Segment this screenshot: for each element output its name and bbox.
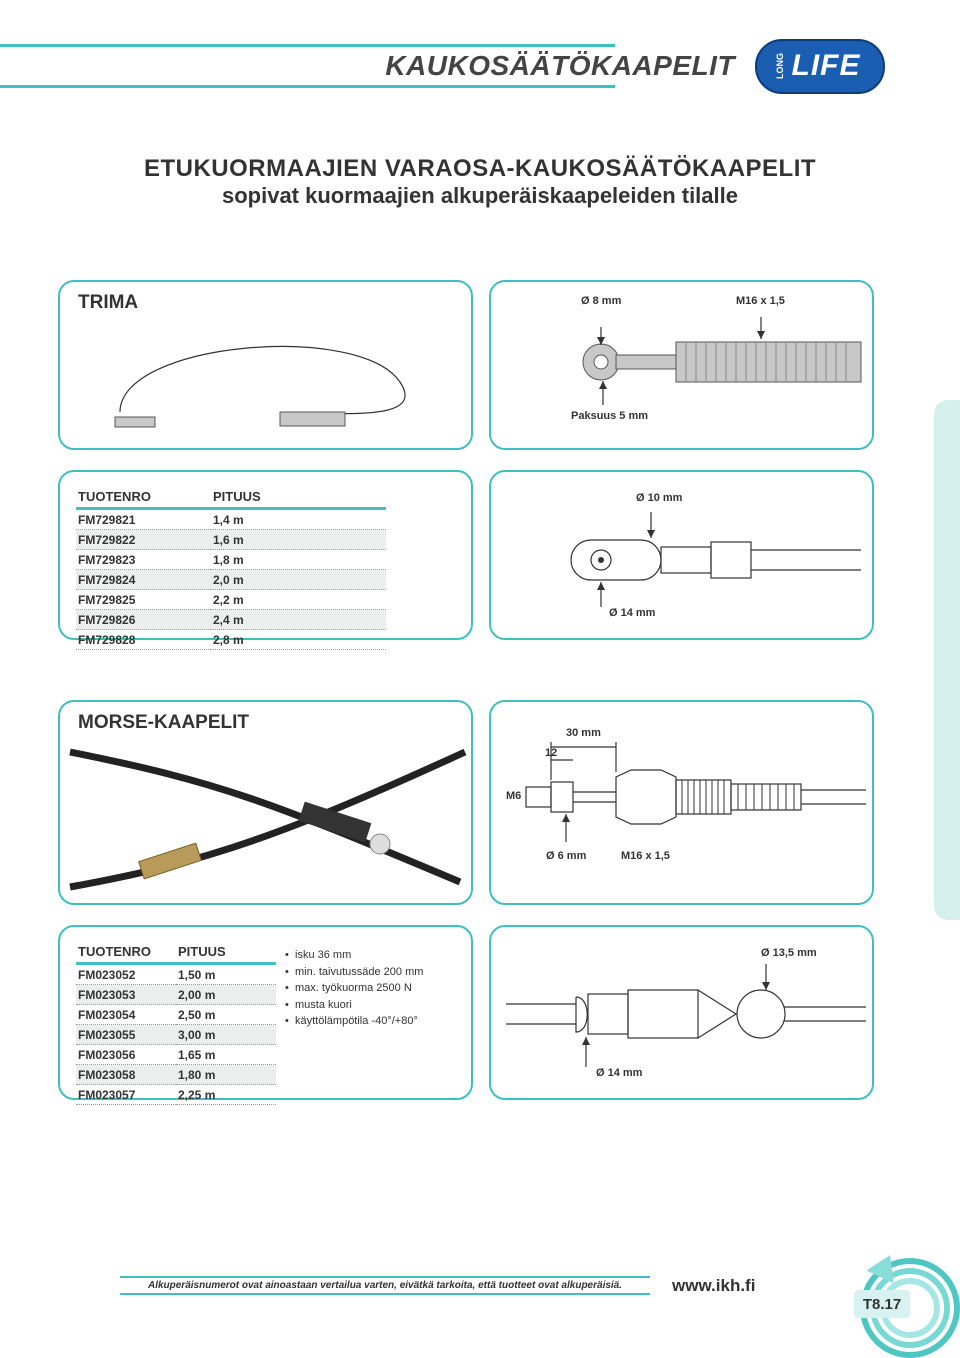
footer-url: www.ikh.fi: [672, 1276, 755, 1296]
trima-dim-m16: M16 x 1,5: [736, 295, 785, 307]
morse-cable-illustration: [70, 742, 465, 902]
table-row: FM0230561,65 m: [76, 1045, 276, 1065]
morse-dim-30: 30 mm: [566, 727, 601, 739]
table-row: FM7298242,0 m: [76, 570, 386, 590]
page-header: KAUKOSÄÄTÖKAAPELIT LONG LIFE: [0, 36, 895, 96]
trima-end2-panel: Ø 10 mm Ø 14 mm: [489, 470, 874, 640]
morse-col-tuotenro: TUOTENRO: [76, 941, 176, 964]
table-row: FM7298252,2 m: [76, 590, 386, 610]
trima-end1-panel: Ø 8 mm M16 x 1,5 Paksuus 5 mm: [489, 280, 874, 450]
spec-item: käyttölämpötila -40°/+80°: [285, 1013, 423, 1030]
trima-dim-d10: Ø 10 mm: [636, 492, 682, 504]
trima-table: TUOTENRO PITUUS FM7298211,4 m FM7298221,…: [76, 486, 386, 650]
trima-end1-diagram: [511, 297, 861, 437]
table-row: FM0230581,80 m: [76, 1065, 276, 1085]
morse-col-pituus: PITUUS: [176, 941, 276, 964]
trima-cable-panel: TRIMA: [58, 280, 473, 450]
side-tab: [934, 400, 960, 920]
trima-end2-diagram: [511, 492, 861, 622]
spec-item: isku 36 mm: [285, 947, 423, 964]
table-row: FM7298221,6 m: [76, 530, 386, 550]
trima-table-panel: TUOTENRO PITUUS FM7298211,4 m FM7298221,…: [58, 470, 473, 640]
morse-table-panel: TUOTENRO PITUUS FM0230521,50 m FM0230532…: [58, 925, 473, 1100]
spec-item: min. taivutussäde 200 mm: [285, 964, 423, 981]
morse-cable-panel: MORSE-KAAPELIT: [58, 700, 473, 905]
page-number: T8.17: [854, 1290, 910, 1318]
morse-image-row: MORSE-KAAPELIT: [58, 700, 874, 905]
trima-table-row: TUOTENRO PITUUS FM7298211,4 m FM7298221,…: [58, 470, 874, 640]
trima-dim-d14: Ø 14 mm: [609, 607, 655, 619]
morse-title: MORSE-KAAPELIT: [78, 712, 249, 734]
morse-tbody: FM0230521,50 m FM0230532,00 m FM0230542,…: [76, 964, 276, 1105]
morse-dim-d135: Ø 13,5 mm: [761, 947, 817, 959]
morse-dim-m6: M6: [506, 790, 521, 802]
table-row: FM7298211,4 m: [76, 509, 386, 530]
morse-end1-panel: 30 mm 12 M6 Ø 6 mm M16 x 1,5: [489, 700, 874, 905]
trima-dim-paksuus: Paksuus 5 mm: [571, 410, 648, 422]
table-row: FM7298262,4 m: [76, 610, 386, 630]
morse-dim-d14: Ø 14 mm: [596, 1067, 642, 1079]
trima-dim-d8: Ø 8 mm: [581, 295, 621, 307]
trima-col-tuotenro: TUOTENRO: [76, 486, 211, 509]
logo-long-text: LONG: [775, 53, 785, 79]
trima-cable-illustration: [100, 322, 440, 442]
page-title: KAUKOSÄÄTÖKAAPELIT: [385, 50, 735, 82]
morse-table-row: TUOTENRO PITUUS FM0230521,50 m FM0230532…: [58, 925, 874, 1100]
table-row: FM0230572,25 m: [76, 1085, 276, 1105]
header-rule-bottom: [0, 85, 615, 88]
life-logo: LONG LIFE: [755, 39, 885, 94]
table-row: FM7298282,8 m: [76, 630, 386, 650]
trima-tbody: FM7298211,4 m FM7298221,6 m FM7298231,8 …: [76, 509, 386, 650]
spec-item: musta kuori: [285, 997, 423, 1014]
subtitle-line1: ETUKUORMAAJIEN VARAOSA-KAUKOSÄÄTÖKAAPELI…: [130, 155, 830, 183]
table-row: FM0230532,00 m: [76, 985, 276, 1005]
table-row: FM7298231,8 m: [76, 550, 386, 570]
table-row: FM0230553,00 m: [76, 1025, 276, 1045]
morse-specs: isku 36 mm min. taivutussäde 200 mm max.…: [285, 947, 423, 1030]
subtitle-block: ETUKUORMAAJIEN VARAOSA-KAUKOSÄÄTÖKAAPELI…: [130, 155, 830, 209]
table-row: FM0230521,50 m: [76, 964, 276, 985]
trima-title: TRIMA: [78, 292, 138, 314]
footer-disclaimer: Alkuperäisnumerot ovat ainoastaan vertai…: [120, 1276, 650, 1295]
spec-item: max. työkuorma 2500 N: [285, 980, 423, 997]
morse-end2-diagram: [506, 952, 866, 1082]
morse-dim-12: 12: [545, 747, 557, 759]
table-row: FM0230542,50 m: [76, 1005, 276, 1025]
trima-col-pituus: PITUUS: [211, 486, 386, 509]
morse-end2-panel: Ø 13,5 mm Ø 14 mm: [489, 925, 874, 1100]
logo-life-text: LIFE: [792, 49, 861, 83]
morse-dim-m16: M16 x 1,5: [621, 850, 670, 862]
subtitle-line2: sopivat kuormaajien alkuperäiskaapeleide…: [130, 183, 830, 209]
morse-table: TUOTENRO PITUUS FM0230521,50 m FM0230532…: [76, 941, 276, 1105]
header-rule-top: [0, 44, 615, 47]
trima-image-row: TRIMA: [58, 280, 874, 450]
morse-dim-d6: Ø 6 mm: [546, 850, 586, 862]
